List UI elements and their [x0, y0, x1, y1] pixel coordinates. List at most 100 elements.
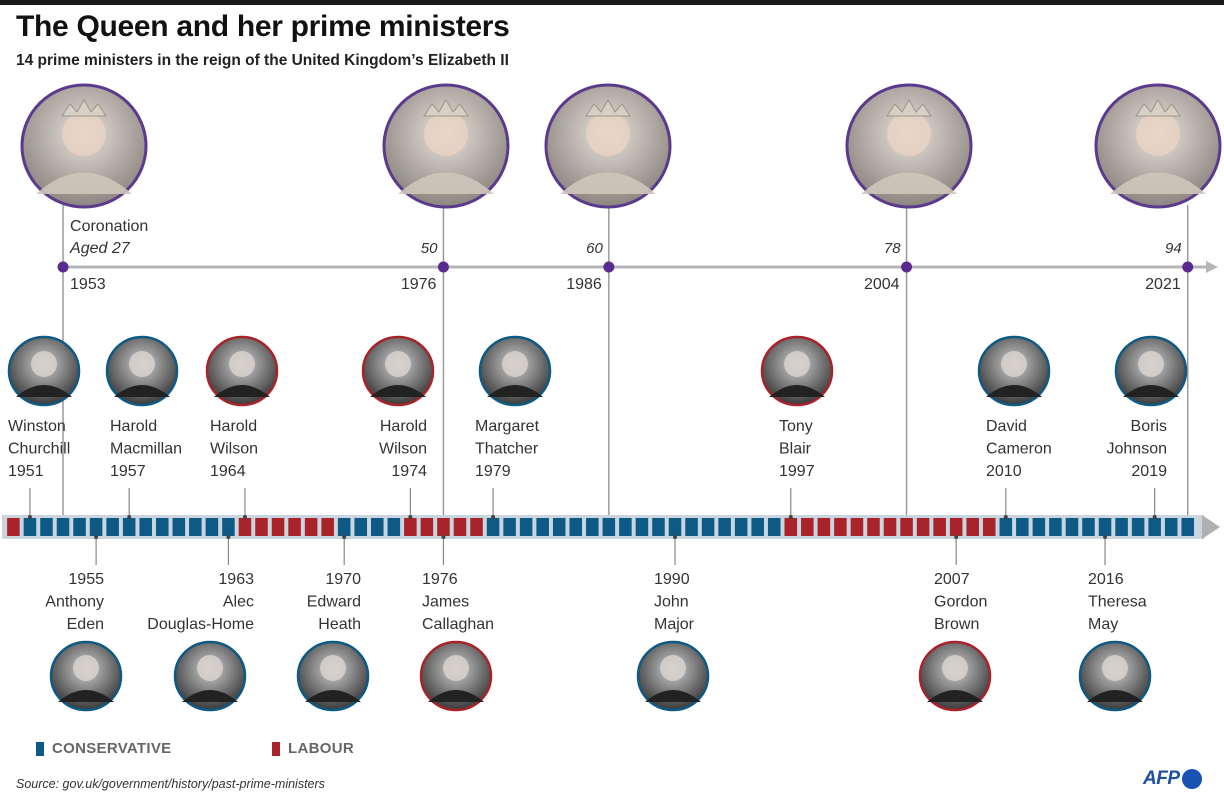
pm-first-label: Theresa: [1088, 594, 1147, 611]
pm-suit-shape: [1123, 385, 1179, 397]
pm-suit-shape: [16, 385, 72, 397]
pm-suit-shape: [927, 690, 983, 702]
year-cell-2013: [1049, 518, 1062, 536]
pm-face-shape: [1001, 351, 1027, 377]
pm-douglas-home-1963: 1963 Alec Douglas-Home: [147, 535, 254, 712]
crown-icon: [886, 99, 932, 117]
pm-connector-dot: [673, 535, 677, 539]
year-cell-1959: [155, 518, 169, 536]
year-cell-1995: [751, 518, 764, 536]
queen-portrait-2021: [1094, 83, 1222, 209]
queen-shoulders-shape: [861, 172, 957, 194]
year-cell-1977: [453, 518, 467, 536]
year-cell-1960: [172, 518, 186, 536]
queen-year-label: 2021: [1145, 276, 1181, 293]
source-note: Source: gov.uk/government/history/past-p…: [16, 777, 325, 791]
queen-portrait-1953: [20, 83, 148, 209]
queen-shoulders-shape: [1110, 172, 1206, 194]
pm-connector-dot: [94, 535, 99, 539]
crown-icon: [1135, 99, 1181, 117]
pm-face-shape: [229, 351, 255, 377]
pm-last-label: Wilson: [379, 441, 427, 458]
year-cell-1973: [387, 518, 401, 536]
year-cell-1979: [486, 518, 500, 536]
queen-axis-dot-2021: [1182, 261, 1194, 273]
pm-wilson-1974: Harold Wilson 1974: [361, 335, 435, 519]
pm-major-1990: 1990 John Major: [636, 535, 710, 712]
pm-last-label: Thatcher: [475, 441, 539, 458]
pm-last-label: Churchill: [8, 441, 70, 458]
pm-first-label: Edward: [307, 594, 361, 611]
afp-logo: AFP: [1143, 768, 1202, 790]
pm-first-label: Boris: [1131, 418, 1167, 435]
pm-year-label: 1957: [110, 463, 146, 480]
year-cell-1969: [321, 518, 334, 536]
crown-icon: [61, 99, 107, 117]
pm-first-label: Harold: [380, 418, 427, 435]
pm-suit-shape: [986, 385, 1042, 397]
pm-may-2016: 2016 Theresa May: [1078, 535, 1152, 712]
year-cell-2014: [1065, 518, 1079, 536]
pm-suit-shape: [487, 385, 543, 397]
pm-connector-dot: [127, 515, 132, 519]
year-cell-2002: [867, 518, 880, 536]
pm-face-shape: [660, 655, 686, 681]
year-cell-2003: [883, 518, 897, 536]
afp-logo-text: AFP: [1143, 768, 1180, 789]
year-cell-1963: [222, 518, 235, 536]
queen-age-label: 60: [586, 240, 603, 257]
pm-first-label: David: [986, 418, 1027, 435]
queen-face-shape: [62, 112, 106, 156]
legend-conservative-label: CONSERVATIVE: [52, 740, 172, 757]
pm-connector-dot: [954, 535, 959, 539]
pm-suit-shape: [182, 690, 238, 702]
year-cell-1954: [73, 518, 86, 536]
year-cell-2008: [966, 518, 979, 536]
pm-last-label: Heath: [318, 616, 361, 633]
year-cell-1968: [304, 518, 318, 536]
conservative-swatch: [36, 741, 44, 756]
year-cell-2017: [1115, 518, 1128, 536]
queen-portrait-1976: [382, 83, 510, 209]
year-cell-1958: [139, 518, 152, 536]
pm-last-label: Cameron: [986, 441, 1052, 458]
year-cell-2011: [1016, 518, 1029, 536]
year-cell-1987: [619, 518, 632, 536]
year-cell-2007: [949, 518, 963, 536]
year-cell-1951: [23, 518, 37, 536]
year-cell-1998: [801, 518, 814, 536]
year-cell-1967: [288, 518, 301, 536]
year-cell-1976: [437, 518, 450, 536]
year-cell-1957: [122, 518, 136, 536]
pm-blair-1997: Tony Blair 1997: [760, 335, 834, 519]
year-cell-1993: [718, 518, 731, 536]
pm-year-label: 1970: [325, 571, 361, 588]
pm-connector-dot: [27, 515, 32, 519]
pm-last-label: Brown: [934, 616, 979, 633]
queen-shoulders-shape: [560, 172, 656, 194]
pm-connector-dot: [226, 535, 231, 539]
pm-first-label: Harold: [110, 418, 157, 435]
queen-axis-dot-2004: [901, 261, 913, 273]
year-cell-2005: [916, 518, 930, 536]
pm-wilson-1964: Harold Wilson 1964: [205, 335, 279, 519]
pm-first-label: Tony: [779, 418, 813, 435]
year-cell-2015: [1082, 518, 1095, 536]
crown-icon: [423, 99, 469, 117]
year-cell-1984: [569, 518, 583, 536]
year-cell-2000: [834, 518, 847, 536]
year-cell-1964: [238, 518, 252, 536]
pm-first-label: James: [422, 594, 469, 611]
queen-axis-dot-1976: [437, 261, 449, 273]
top-rule: [0, 0, 1224, 5]
pm-suit-shape: [305, 690, 361, 702]
year-cell-1997: [784, 518, 798, 536]
pm-suit-shape: [214, 385, 270, 397]
pm-last-label: Douglas-Home: [147, 616, 254, 633]
pm-year-label: 2007: [934, 571, 970, 588]
pm-suit-shape: [428, 690, 484, 702]
pm-connector-dot: [242, 515, 247, 519]
pm-year-label: 1990: [654, 571, 690, 588]
year-cell-1950: [7, 518, 20, 536]
year-cell-2018: [1131, 518, 1145, 536]
